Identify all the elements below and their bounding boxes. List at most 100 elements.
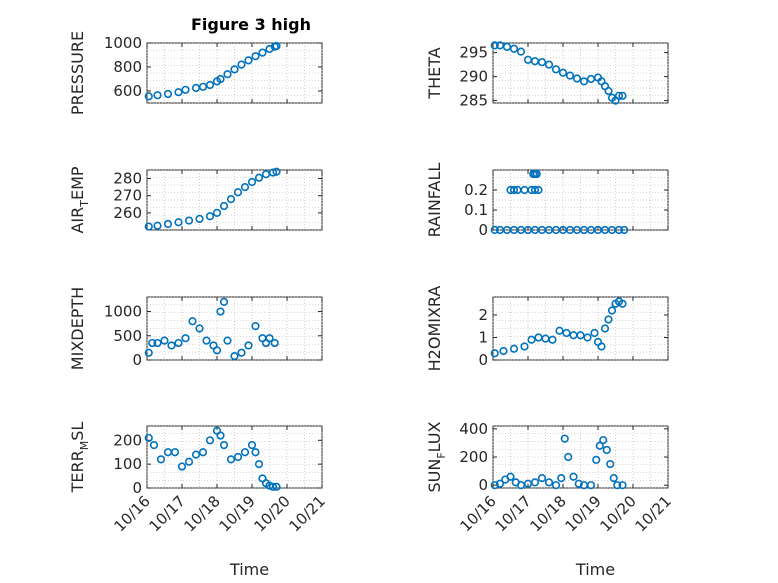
- data-point: [160, 336, 169, 345]
- y-axis-label: AIRTEMP: [68, 166, 91, 233]
- y-axis-label: PRESSURE: [68, 31, 87, 115]
- data-point: [534, 185, 543, 195]
- data-point: [544, 478, 554, 487]
- data-point: [254, 460, 264, 469]
- data-point: [223, 336, 232, 345]
- data-point: [609, 474, 618, 483]
- data-point: [163, 219, 173, 229]
- data-point: [244, 56, 253, 65]
- data-point: [272, 41, 281, 51]
- data-point: [230, 352, 239, 361]
- data-point: [205, 436, 215, 445]
- data-point: [144, 433, 153, 443]
- data-point: [198, 82, 208, 91]
- data-point: [219, 201, 229, 211]
- data-point: [569, 472, 578, 481]
- subplot-theta: 285 290 295 THETA: [425, 41, 669, 110]
- y-tick-label: 800: [113, 58, 142, 76]
- data-point: [205, 80, 215, 90]
- data-point: [495, 479, 505, 488]
- data-point: [148, 338, 157, 348]
- subplot-h2omixra: 0 1 2 H2OMIXRA: [425, 286, 669, 371]
- data-point: [230, 65, 239, 74]
- x-tick-label: 10/17: [146, 492, 189, 535]
- data-point: [244, 341, 253, 350]
- y-tick-label: 270: [113, 187, 142, 205]
- data-point: [153, 221, 162, 230]
- y-tick-label: 1: [478, 329, 488, 347]
- data-point: [219, 297, 229, 306]
- data-point: [614, 91, 624, 100]
- data-point: [548, 335, 557, 344]
- data-point: [607, 306, 617, 315]
- y-tick-label: 200: [459, 448, 488, 466]
- data-point: [527, 335, 536, 344]
- data-point: [509, 344, 519, 353]
- data-point: [170, 448, 180, 457]
- data-point: [265, 334, 274, 343]
- subplot-mixdepth: 0 500 1000 MIXDEPTH: [68, 287, 323, 370]
- data-point: [551, 481, 561, 490]
- data-point: [557, 474, 566, 483]
- data-point: [530, 478, 540, 487]
- data-point: [590, 328, 599, 338]
- data-point: [226, 195, 236, 204]
- data-point: [586, 481, 596, 490]
- y-tick-label: 400: [459, 420, 488, 438]
- data-point: [499, 346, 508, 356]
- data-point: [216, 431, 225, 440]
- figure-title: Figure 3 high: [191, 15, 311, 34]
- x-tick-label: 10/20: [597, 492, 640, 535]
- data-point: [258, 48, 267, 57]
- data-point: [555, 326, 564, 335]
- data-point: [272, 167, 281, 176]
- data-point: [537, 58, 547, 67]
- y-tick-label: 500: [113, 327, 142, 345]
- subplot-rainfall: 0 0.1 0.2 RAINFALL: [425, 163, 669, 239]
- data-point: [509, 44, 519, 53]
- data-point: [216, 74, 225, 84]
- data-point: [490, 225, 499, 235]
- y-axis-label: TERRMSL: [68, 422, 91, 494]
- data-point: [565, 71, 575, 80]
- data-point: [268, 482, 278, 491]
- data-point: [618, 481, 627, 490]
- data-point: [597, 342, 606, 351]
- data-point: [544, 60, 554, 69]
- y-axis-label: SUNFLUX: [425, 421, 448, 492]
- data-point: [558, 68, 568, 77]
- data-point: [576, 331, 585, 340]
- data-point: [272, 482, 281, 491]
- data-point: [149, 440, 159, 450]
- data-point: [254, 173, 264, 182]
- data-point: [198, 448, 208, 457]
- data-point: [181, 334, 190, 343]
- data-point: [191, 450, 201, 459]
- x-tick-label: 10/16: [457, 492, 500, 535]
- data-point: [579, 77, 589, 86]
- data-point: [520, 342, 529, 351]
- data-point: [606, 459, 615, 469]
- data-point: [583, 333, 592, 342]
- x-tick-label: 10/18: [527, 492, 570, 535]
- y-axis-label: THETA: [425, 47, 444, 99]
- data-point: [270, 338, 279, 348]
- data-point: [613, 481, 622, 490]
- data-point: [562, 328, 571, 338]
- y-tick-label: 1000: [104, 303, 142, 321]
- data-point: [216, 307, 225, 316]
- y-tick-label: 280: [113, 170, 142, 188]
- data-point: [247, 177, 257, 187]
- data-point: [188, 317, 197, 326]
- y-tick-label: 295: [459, 44, 488, 62]
- data-point: [600, 324, 610, 333]
- data-point: [490, 41, 499, 50]
- data-point: [233, 452, 243, 462]
- y-tick-label: 0: [132, 351, 142, 369]
- data-point: [212, 208, 222, 217]
- subplot-pressure: 600 800 1000 PRESSURE: [68, 31, 323, 115]
